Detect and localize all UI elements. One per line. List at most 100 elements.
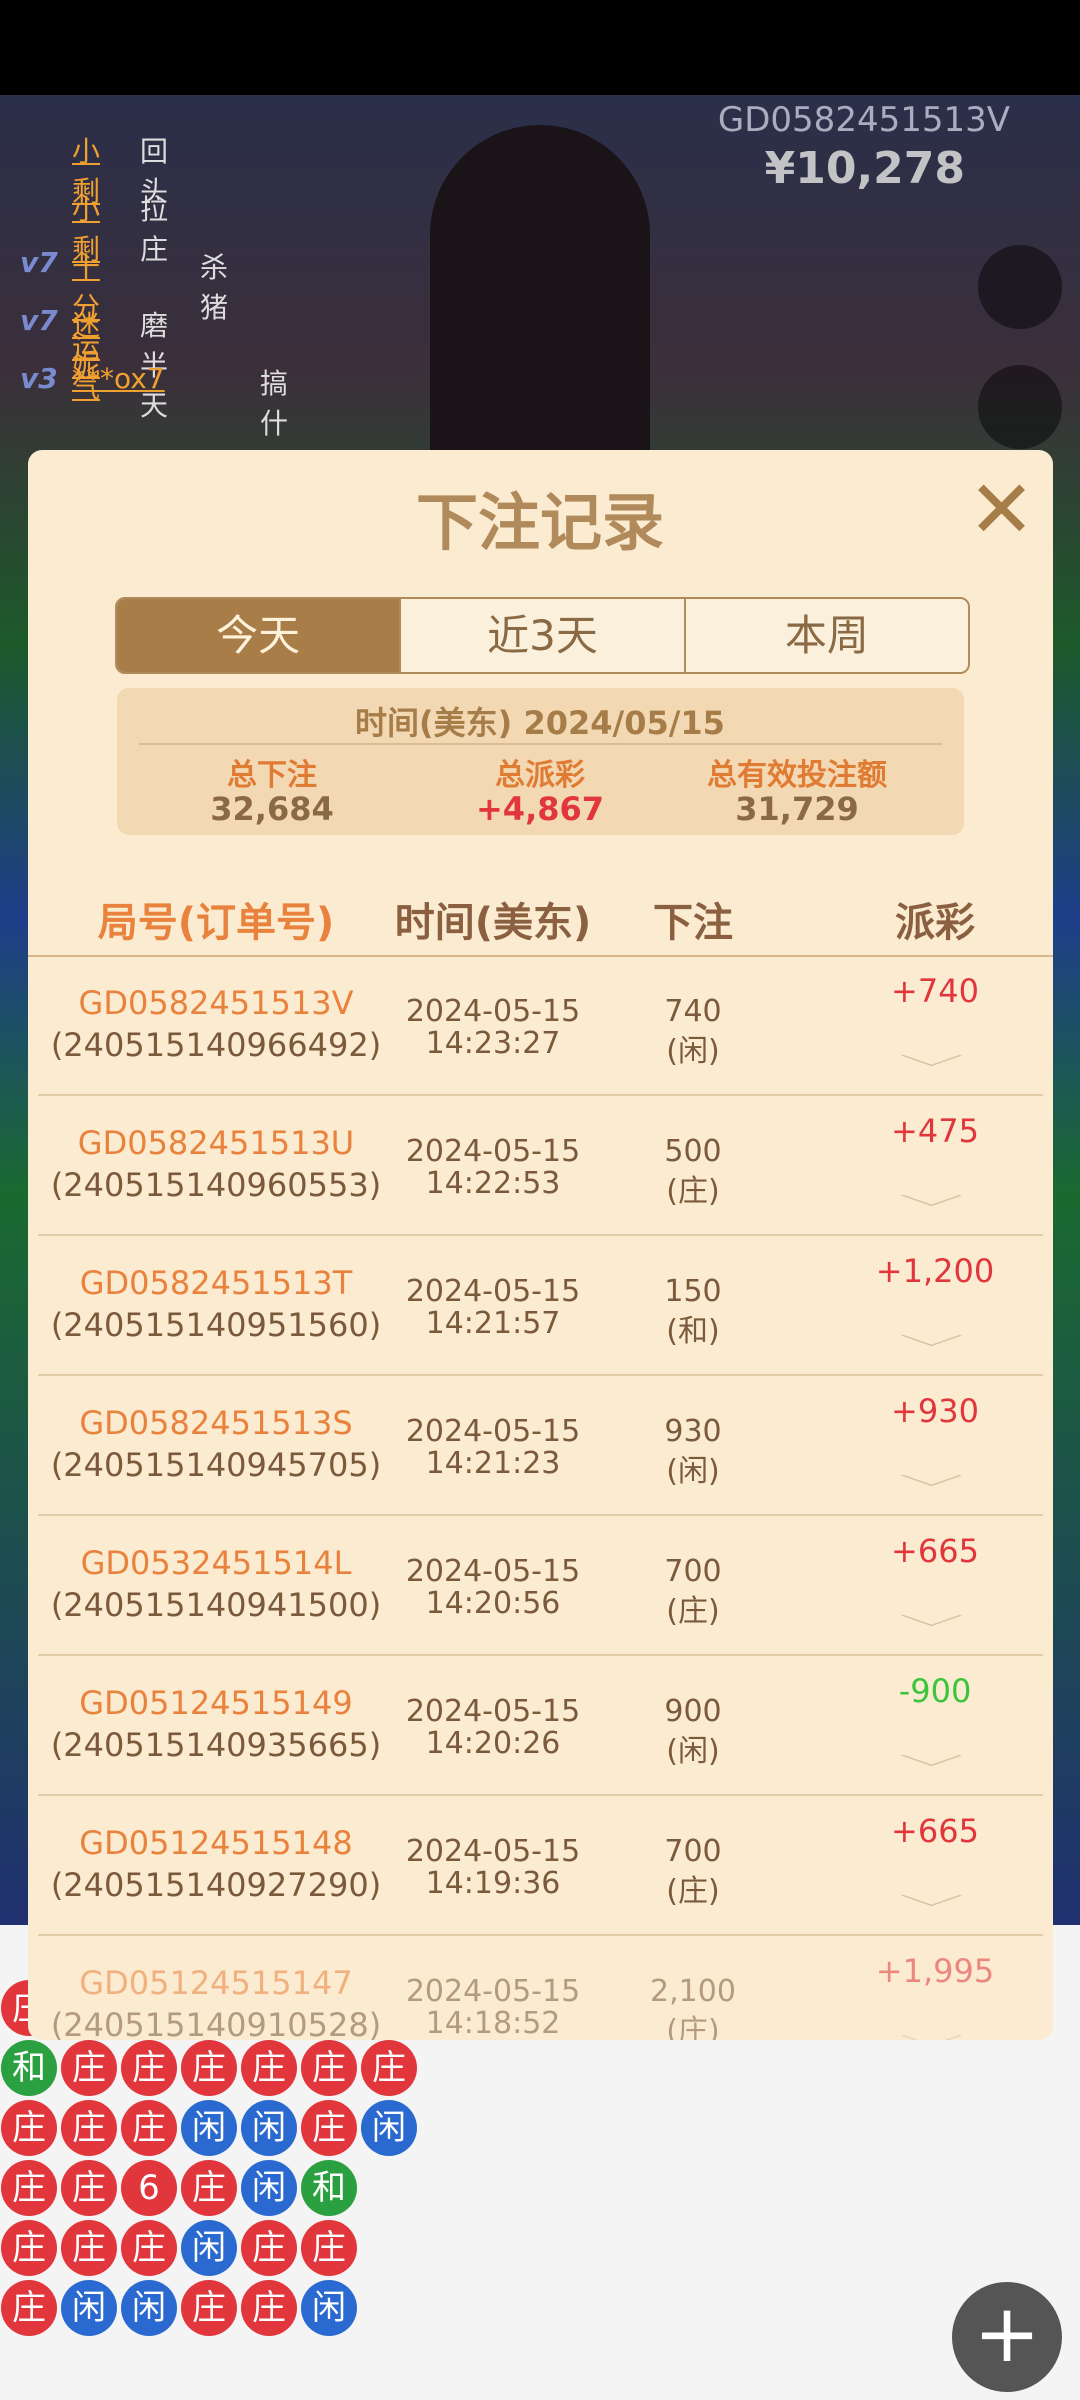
payout: +1,995 bbox=[875, 1952, 995, 1990]
date: 2024-05-15 bbox=[405, 1554, 581, 1589]
game-id: GD0582451513V bbox=[717, 100, 1010, 140]
time: 14:22:53 bbox=[425, 1166, 561, 1201]
expand-chevron[interactable] bbox=[901, 1744, 962, 1767]
order-id: (240515140910528) bbox=[50, 2006, 382, 2040]
bet: 700 bbox=[664, 1834, 722, 1869]
expand-chevron[interactable] bbox=[901, 1604, 962, 1627]
user-level: v3 bbox=[20, 362, 58, 395]
bet: 900 bbox=[664, 1694, 722, 1729]
record-row: GD0582451513V (240515140966492) 2024-05-15… bbox=[38, 956, 1043, 1096]
bead: 庄 bbox=[241, 2280, 297, 2336]
round-id: GD05124515148 bbox=[79, 1824, 353, 1862]
chat-message: 回头 bbox=[140, 135, 169, 208]
expand-chevron[interactable] bbox=[901, 1464, 962, 1487]
order-id: (240515140951560) bbox=[50, 1306, 382, 1344]
wifi-button[interactable] bbox=[978, 365, 1062, 449]
order-id: (240515140960553) bbox=[50, 1166, 382, 1204]
side: (庄) bbox=[666, 1874, 720, 1909]
chat-user: ***ox7 bbox=[72, 362, 165, 395]
bead: 庄 bbox=[61, 2160, 117, 2216]
bead: 庄 bbox=[301, 2040, 357, 2096]
round-id: GD05124515147 bbox=[79, 1964, 353, 2002]
bet: 2,100 bbox=[650, 1974, 736, 2009]
bead: 庄 bbox=[121, 2220, 177, 2276]
tab[interactable]: 今天 bbox=[117, 599, 400, 672]
bet-record-modal: 下注记录 ✕ 今天 近3天 本周 时间(美东) 2024/05/15 总下注 32,6… bbox=[28, 450, 1053, 2040]
bead: 庄 bbox=[181, 2160, 237, 2216]
payout: +740 bbox=[891, 972, 979, 1010]
order-id: (240515140941500) bbox=[50, 1586, 382, 1624]
bead: 庄 bbox=[1, 2100, 57, 2156]
summary-date: 时间(美东) 2024/05/15 bbox=[355, 704, 725, 742]
tab[interactable]: 近3天 bbox=[399, 599, 684, 672]
date: 2024-05-15 bbox=[405, 994, 581, 1029]
user-level: v7 bbox=[20, 304, 58, 337]
bet: 500 bbox=[664, 1134, 722, 1169]
summary-value: 32,684 bbox=[210, 790, 334, 828]
bead: 庄 bbox=[241, 2220, 297, 2276]
payout: -900 bbox=[898, 1672, 972, 1710]
time: 14:21:23 bbox=[425, 1446, 561, 1481]
round-id: GD0582451513U bbox=[77, 1124, 355, 1162]
bet: 150 bbox=[664, 1274, 722, 1309]
bead: 闲 bbox=[361, 2100, 417, 2156]
chat-message: 拉庄 bbox=[140, 193, 169, 266]
date: 2024-05-15 bbox=[405, 1274, 581, 1309]
chat-user: 迷妮 bbox=[72, 309, 101, 382]
date: 2024-05-15 bbox=[405, 1694, 581, 1729]
user-level: v7 bbox=[20, 246, 58, 279]
bead: 闲 bbox=[181, 2100, 237, 2156]
bead: 庄 bbox=[241, 2040, 297, 2096]
bead: 庄 bbox=[361, 2040, 417, 2096]
bead: 庄 bbox=[61, 2040, 117, 2096]
add-button[interactable]: + bbox=[952, 2282, 1062, 2392]
bead: 闲 bbox=[301, 2280, 357, 2336]
column-header: 下注 bbox=[653, 900, 733, 946]
record-row: GD0582451513S (240515140945705) 2024-05-15… bbox=[38, 1376, 1043, 1516]
side: (庄) bbox=[666, 1594, 720, 1629]
bead: 庄 bbox=[1, 2280, 57, 2336]
modal-title: 下注记录 bbox=[415, 486, 665, 559]
summary-label: 总下注 bbox=[227, 758, 317, 793]
record-row: GD0582451513T (240515140951560) 2024-05-15… bbox=[38, 1236, 1043, 1376]
chat-user: 小剩 bbox=[72, 193, 101, 266]
payout: +475 bbox=[891, 1112, 979, 1150]
bead: 6 bbox=[121, 2160, 177, 2216]
camera-button[interactable] bbox=[978, 245, 1062, 329]
record-row: GD05124515149 (240515140935665) 2024-05-15… bbox=[38, 1656, 1043, 1796]
bead: 闲 bbox=[61, 2280, 117, 2336]
payout: +930 bbox=[891, 1392, 979, 1430]
header-line bbox=[28, 955, 1053, 957]
expand-chevron[interactable] bbox=[901, 1324, 962, 1347]
chat-message: 杀猪 bbox=[200, 251, 229, 324]
bead: 庄 bbox=[121, 2040, 177, 2096]
expand-chevron[interactable] bbox=[901, 1884, 962, 1907]
time: 14:20:56 bbox=[425, 1586, 561, 1621]
bead: 庄 bbox=[121, 2100, 177, 2156]
expand-chevron[interactable] bbox=[901, 2024, 962, 2040]
order-id: (240515140945705) bbox=[50, 1446, 382, 1484]
date: 2024-05-15 bbox=[405, 1834, 581, 1869]
bead: 闲 bbox=[241, 2100, 297, 2156]
close-button[interactable]: ✕ bbox=[968, 463, 1036, 556]
expand-chevron[interactable] bbox=[901, 1184, 962, 1207]
tabs: 今天 近3天 本周 bbox=[115, 597, 970, 674]
round-id: GD0582451513S bbox=[79, 1404, 353, 1442]
order-id: (240515140966492) bbox=[50, 1026, 382, 1064]
side: (庄) bbox=[666, 2014, 720, 2040]
record-row: GD0582451513U (240515140960553) 2024-05-15… bbox=[38, 1096, 1043, 1236]
payout: +1,200 bbox=[875, 1252, 995, 1290]
chat-user: 小剩 bbox=[72, 135, 101, 208]
time: 14:23:27 bbox=[425, 1026, 561, 1061]
summary-label: 总有效投注额 bbox=[707, 758, 887, 793]
expand-chevron[interactable] bbox=[901, 1044, 962, 1067]
bead: 庄 bbox=[181, 2280, 237, 2336]
side: (闲) bbox=[666, 1454, 720, 1489]
record-row: GD05124515147 (240515140910528) 2024-05-15… bbox=[38, 1936, 1043, 2040]
bead: 和 bbox=[301, 2160, 357, 2216]
order-id: (240515140927290) bbox=[50, 1866, 382, 1904]
tab[interactable]: 本周 bbox=[683, 599, 968, 672]
side: (闲) bbox=[666, 1034, 720, 1069]
order-id: (240515140935665) bbox=[50, 1726, 382, 1764]
